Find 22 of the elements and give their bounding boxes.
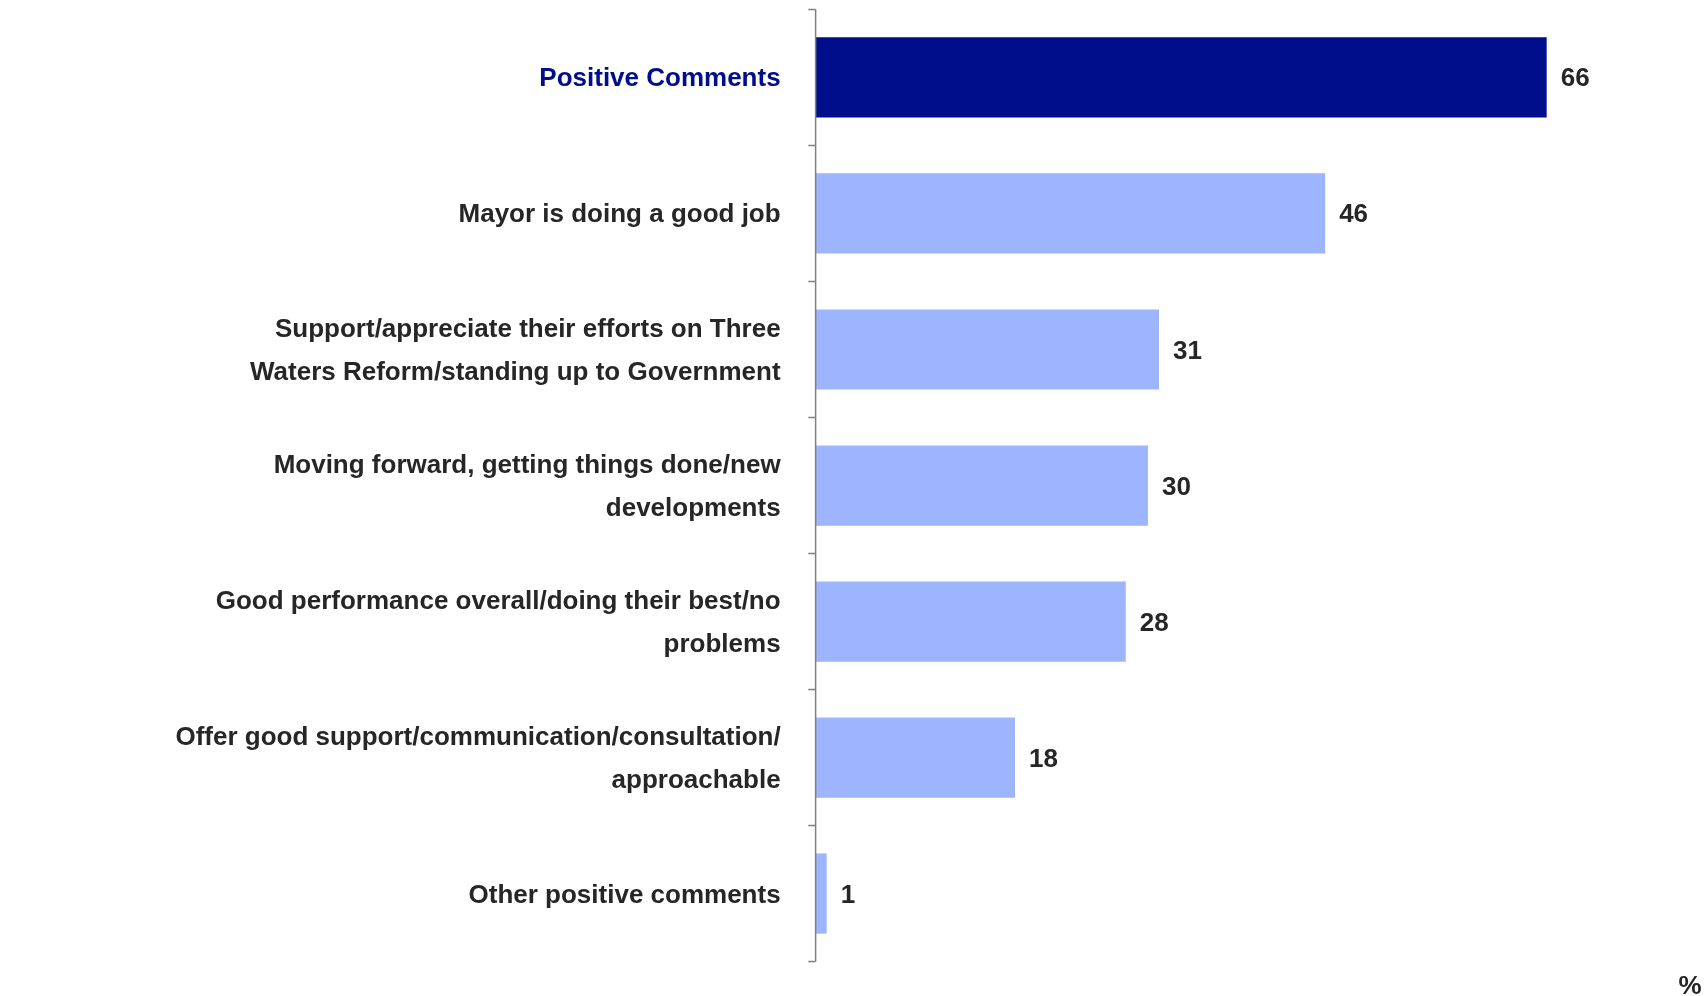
y-tick-label: Positive Comments <box>539 62 781 93</box>
data-label: 66 <box>1560 62 1590 93</box>
y-tick-label: Other positive comments <box>468 878 781 909</box>
data-label: 1 <box>840 878 856 909</box>
bar <box>815 581 1126 662</box>
y-tick-label: Moving forward, getting things done/new developments <box>273 448 782 523</box>
data-label: 30 <box>1161 470 1191 501</box>
y-tick-label: Good performance overall/doing their best/no problems <box>215 584 781 659</box>
bar <box>815 173 1326 254</box>
data-label: 18 <box>1029 742 1058 773</box>
data-label: 31 <box>1172 334 1202 365</box>
y-tick-label: Offer good support/communication/consultation/approachable <box>175 720 781 795</box>
y-tick-label: Mayor is doing a good job <box>458 198 781 229</box>
data-label: 46 <box>1339 198 1369 229</box>
bar <box>815 717 1015 798</box>
y-tick-label: Support/appreciate their efforts on Three Waters Reform/standing up to Government <box>249 312 781 387</box>
bar <box>815 37 1547 118</box>
bar <box>815 309 1159 390</box>
bar <box>815 445 1148 526</box>
data-label: 28 <box>1139 606 1169 637</box>
text: % <box>1678 969 1702 996</box>
bar <box>815 853 827 934</box>
